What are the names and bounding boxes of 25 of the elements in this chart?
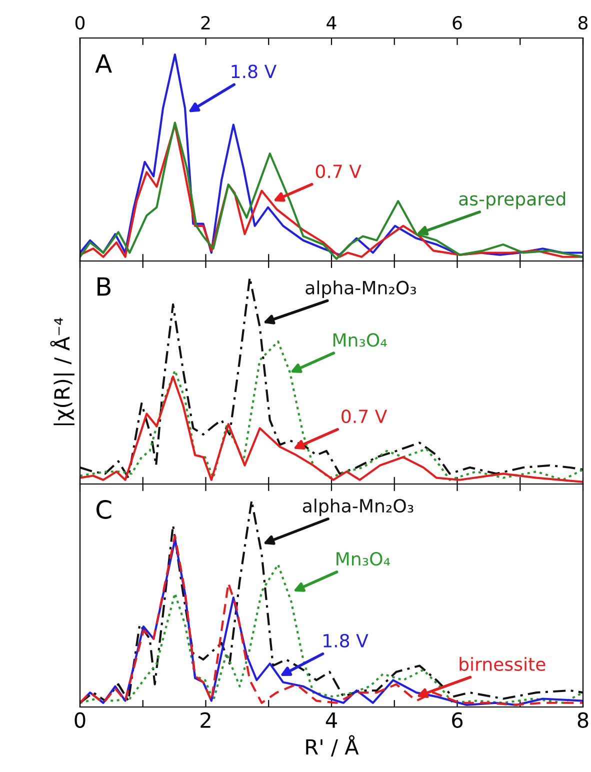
annotation: alpha-Mn₂O₃ bbox=[306, 280, 416, 298]
x2-tick-label: 8 bbox=[578, 16, 588, 30]
x-tick-label: 4 bbox=[326, 712, 337, 728]
annotation: Mn₃O₄ bbox=[336, 552, 390, 566]
y-axis-title: |χ(R)| / Å⁻⁴ bbox=[50, 318, 74, 426]
x-tick-label: 2 bbox=[200, 712, 210, 728]
chart-title: C bbox=[96, 500, 112, 519]
annotation: 1.8 V bbox=[324, 634, 368, 648]
x2-tick-label: 0 bbox=[75, 16, 85, 30]
x-tick-label: 6 bbox=[452, 712, 463, 728]
chart-title: A bbox=[95, 54, 112, 73]
x2-tick-label: 6 bbox=[452, 16, 462, 30]
annotation: birnessite bbox=[460, 656, 546, 671]
annotation: 1.8 V bbox=[232, 64, 276, 78]
annotation: 0.7 V bbox=[342, 410, 388, 424]
annotation: 0.7 V bbox=[316, 164, 362, 178]
x-tick-label: 0 bbox=[74, 712, 86, 728]
x2-tick-label: 2 bbox=[201, 16, 210, 30]
x2-tick-label: 4 bbox=[326, 16, 336, 30]
annotation: Mn₃O₄ bbox=[333, 333, 387, 347]
x-tick-label: 8 bbox=[578, 712, 588, 728]
chart-title: B bbox=[98, 277, 110, 296]
x-axis-title: R' / Å bbox=[306, 735, 359, 756]
annotation: as-prepared bbox=[459, 192, 566, 210]
annotation: alpha-Mn₂O₃ bbox=[302, 498, 414, 516]
